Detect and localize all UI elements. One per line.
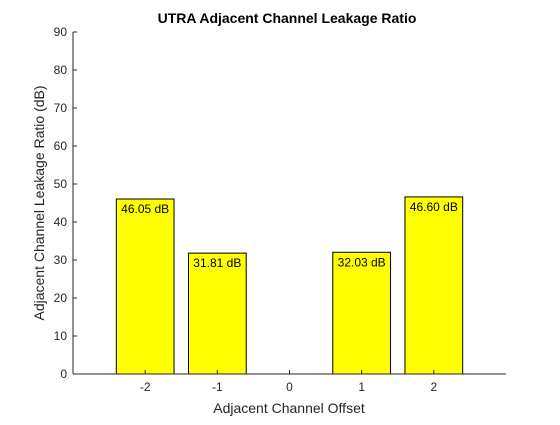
y-tick-label: 30 xyxy=(54,253,68,267)
y-tick-label: 50 xyxy=(54,177,68,191)
bar-data-labels: 46.05 dB 31.81 dB 32.03 dB 46.60 dB xyxy=(121,200,458,270)
y-tick-label: 60 xyxy=(54,139,68,153)
bar-series xyxy=(115,196,464,375)
bar-label-2: 46.60 dB xyxy=(410,200,458,214)
x-tick-label: 2 xyxy=(430,380,437,394)
bar-2 xyxy=(404,196,464,375)
y-tick-label: 80 xyxy=(54,63,68,77)
x-tick-label: 0 xyxy=(286,380,293,394)
y-axis-ticks: 0 10 20 30 40 50 60 70 80 90 xyxy=(54,25,77,381)
y-tick-label: 90 xyxy=(54,25,68,39)
x-axis-ticks: -2 -1 0 1 2 xyxy=(140,370,437,394)
y-axis-label: Adjacent Channel Leakage Ratio (dB) xyxy=(31,85,47,320)
bar-label-1: 32.03 dB xyxy=(338,255,386,269)
x-tick-label: 1 xyxy=(358,380,365,394)
x-tick-label: -2 xyxy=(140,380,151,394)
y-tick-label: 20 xyxy=(54,291,68,305)
y-tick-label: 10 xyxy=(54,329,68,343)
bar--2 xyxy=(115,198,175,375)
bar-label--1: 31.81 dB xyxy=(193,256,241,270)
y-tick-label: 0 xyxy=(60,367,67,381)
chart-title: UTRA Adjacent Channel Leakage Ratio xyxy=(158,10,417,26)
bar-1 xyxy=(332,251,392,375)
bar-label--2: 46.05 dB xyxy=(121,202,169,216)
bar--1 xyxy=(187,252,247,375)
y-tick-label: 40 xyxy=(54,215,68,229)
x-tick-label: -1 xyxy=(212,380,223,394)
y-tick-label: 70 xyxy=(54,101,68,115)
x-axis-label: Adjacent Channel Offset xyxy=(213,400,365,416)
